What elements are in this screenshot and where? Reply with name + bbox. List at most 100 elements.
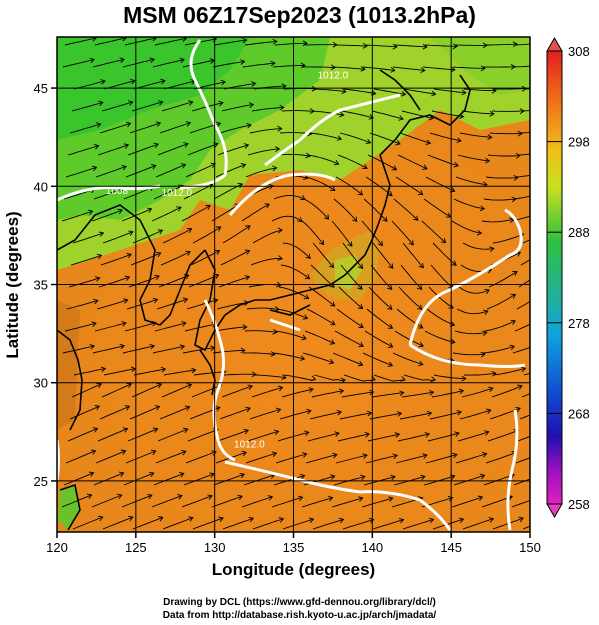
streamline-arrowhead xyxy=(188,100,194,106)
streamline xyxy=(340,264,363,290)
streamline-arrowhead xyxy=(512,271,518,277)
streamline-arrowhead xyxy=(158,516,164,522)
streamline xyxy=(152,345,185,354)
streamline xyxy=(154,322,187,332)
streamline xyxy=(151,495,183,508)
streamline-arrowhead xyxy=(461,375,467,382)
streamline xyxy=(242,352,275,355)
streamline-arrowhead xyxy=(181,320,187,327)
streamline xyxy=(282,242,311,259)
streamline xyxy=(64,37,97,46)
streamline-arrowhead xyxy=(476,229,483,236)
streamline-arrowhead xyxy=(151,164,157,170)
streamline-arrowhead xyxy=(484,288,490,295)
streamline-arrowhead xyxy=(92,427,99,433)
streamline-arrowhead xyxy=(364,431,371,438)
streamline-arrowhead xyxy=(330,64,336,71)
streamline xyxy=(272,64,306,68)
streamline-arrowhead xyxy=(480,351,486,358)
streamline xyxy=(311,390,344,398)
streamline-arrowhead xyxy=(273,429,280,436)
streamline-arrowhead xyxy=(542,270,547,274)
streamline-arrowhead xyxy=(157,229,164,235)
streamline-arrowhead xyxy=(160,78,166,85)
streamline-arrowhead xyxy=(352,216,358,223)
map-title: MSM 06Z17Sep2023 (1013.2hPa) xyxy=(123,2,476,28)
streamline xyxy=(422,66,455,71)
streamline-arrowhead xyxy=(305,152,311,159)
streamline-arrowhead xyxy=(428,114,434,121)
streamline xyxy=(397,154,428,170)
streamline xyxy=(94,37,127,46)
streamline-arrowhead xyxy=(123,143,130,149)
streamline-arrowhead xyxy=(489,110,495,117)
streamline xyxy=(223,373,257,376)
streamline-arrowhead xyxy=(299,473,306,480)
streamline xyxy=(279,410,312,420)
streamline-arrowhead xyxy=(400,376,406,382)
streamline-arrowhead xyxy=(240,59,246,65)
streamline-arrowhead xyxy=(453,162,459,168)
streamline-arrowhead xyxy=(386,284,393,291)
streamline-arrowhead xyxy=(301,452,308,458)
streamline xyxy=(187,143,219,156)
streamline-arrowhead xyxy=(181,449,187,456)
streamline-arrowhead xyxy=(126,252,132,259)
streamline-arrowhead xyxy=(245,406,251,413)
streamline-arrowhead xyxy=(179,57,185,64)
streamline-arrowhead xyxy=(304,274,311,280)
streamline-arrowhead xyxy=(391,165,398,171)
streamline xyxy=(124,37,157,46)
streamline xyxy=(92,345,125,354)
streamline xyxy=(132,516,163,530)
streamline-arrowhead xyxy=(121,321,127,327)
colorbar-tick-label: 258 xyxy=(568,497,590,512)
streamline-arrowhead xyxy=(425,139,432,145)
streamline xyxy=(192,226,221,244)
streamline xyxy=(62,59,95,68)
streamline-arrowhead xyxy=(513,174,519,181)
streamline-arrowhead xyxy=(117,208,123,215)
x-tick-label: 150 xyxy=(519,540,541,555)
streamline xyxy=(245,452,277,464)
streamline-arrowhead xyxy=(91,321,97,328)
streamline xyxy=(369,132,401,145)
streamline-arrowhead xyxy=(157,100,164,106)
streamline-arrowhead xyxy=(510,319,516,326)
streamline xyxy=(341,110,374,119)
streamline xyxy=(305,176,336,191)
streamline-arrowhead xyxy=(248,102,255,108)
streamline xyxy=(457,154,490,162)
streamline-arrowhead xyxy=(456,409,463,416)
streamline xyxy=(192,517,224,530)
streamline xyxy=(161,383,192,398)
streamline-arrowhead xyxy=(185,250,191,256)
streamline xyxy=(302,66,336,69)
streamline xyxy=(517,153,530,156)
streamline xyxy=(451,496,483,508)
streamline-arrowhead xyxy=(454,431,460,437)
streamline xyxy=(457,431,489,442)
streamline xyxy=(331,220,353,247)
streamline xyxy=(243,474,275,486)
streamline xyxy=(423,198,451,218)
streamline xyxy=(91,209,123,222)
streamline-arrowhead xyxy=(243,143,250,149)
colorbar-tick-label: 268 xyxy=(568,406,590,421)
streamline xyxy=(222,225,251,244)
colorbar-tick-label: 288 xyxy=(568,225,590,240)
streamline-arrowhead xyxy=(264,203,270,209)
streamline-arrowhead xyxy=(417,304,423,310)
streamline-arrowhead xyxy=(461,89,467,96)
streamline xyxy=(485,452,517,464)
streamline-arrowhead xyxy=(440,237,447,244)
streamline xyxy=(364,330,393,348)
streamline xyxy=(489,132,523,135)
streamline xyxy=(280,264,310,280)
streamline xyxy=(183,184,213,200)
streamline-arrowhead xyxy=(520,366,527,373)
streamline xyxy=(244,41,277,46)
streamline-arrowhead xyxy=(186,383,193,389)
streamline-arrowhead xyxy=(150,449,157,456)
streamline-arrowhead xyxy=(420,474,426,481)
